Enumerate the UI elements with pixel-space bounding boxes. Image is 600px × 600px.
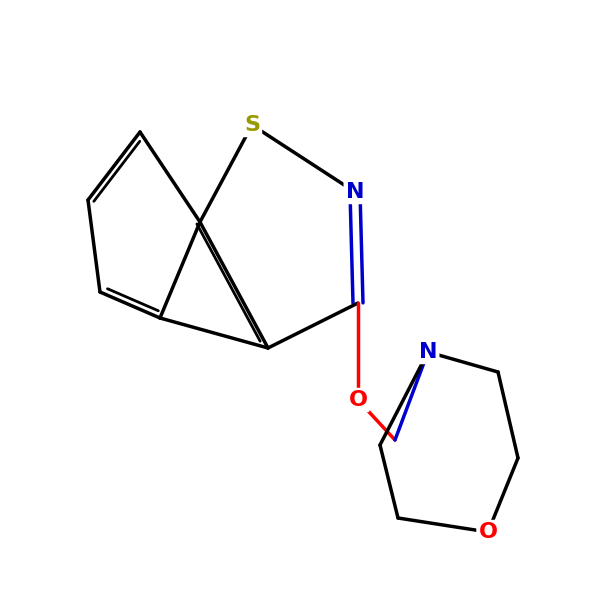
- Text: O: O: [349, 390, 367, 410]
- Text: N: N: [346, 182, 364, 202]
- Text: N: N: [419, 342, 437, 362]
- Text: O: O: [479, 522, 497, 542]
- Text: S: S: [244, 115, 260, 135]
